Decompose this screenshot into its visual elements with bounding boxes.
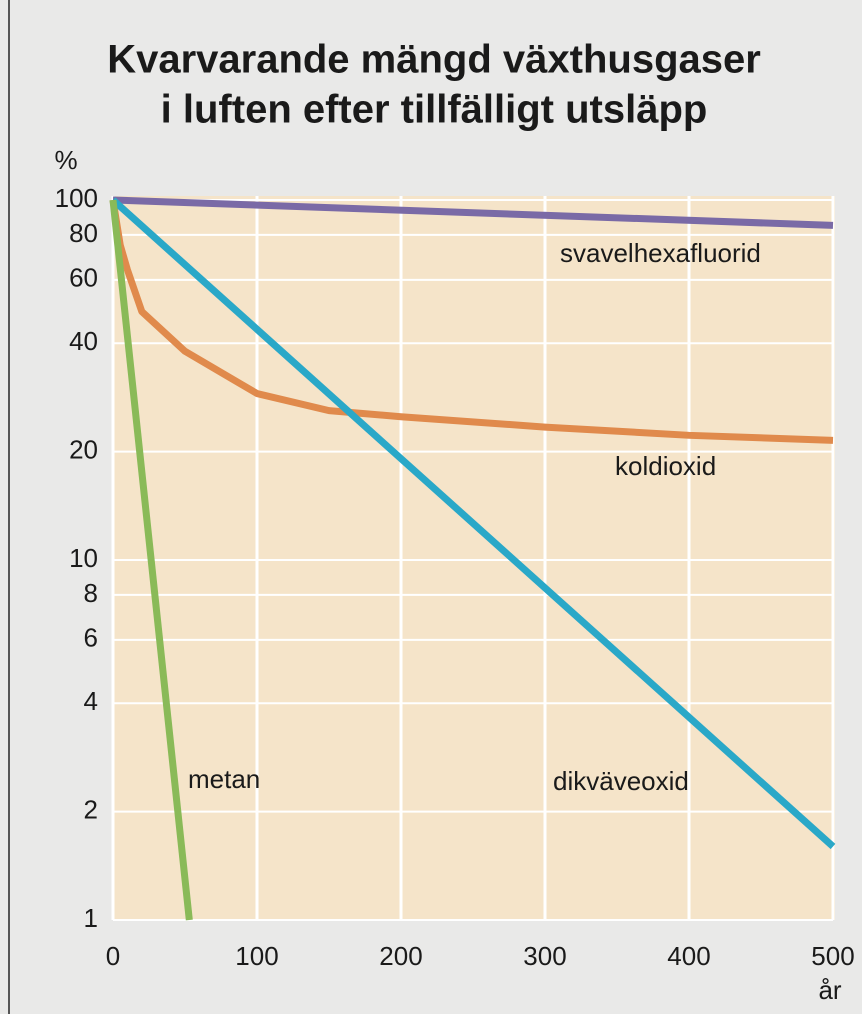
series-label: dikväveoxid <box>553 766 689 796</box>
plot-area <box>113 196 835 920</box>
x-tick-label: 300 <box>523 941 566 971</box>
y-tick-label: 20 <box>69 435 98 465</box>
y-tick-label: 8 <box>84 578 98 608</box>
x-tick-label: 400 <box>667 941 710 971</box>
x-tick-label: 500 <box>811 941 854 971</box>
chart-title: Kvarvarande mängd växthusgaser <box>107 38 761 82</box>
series-label: koldioxid <box>615 451 716 481</box>
y-tick-label: 2 <box>84 795 98 825</box>
series-label: metan <box>188 764 260 794</box>
series-line <box>109 199 834 444</box>
chart-title: i luften efter tillfälligt utsläpp <box>161 88 708 132</box>
x-axis-label: år <box>818 975 841 1005</box>
x-tick-label: 200 <box>379 941 422 971</box>
y-tick-label: 1 <box>84 903 98 933</box>
y-tick-label: 80 <box>69 218 98 248</box>
y-tick-label: 40 <box>69 326 98 356</box>
series-line <box>112 196 834 229</box>
y-tick-label: 10 <box>69 543 98 573</box>
y-tick-label: 60 <box>69 263 98 293</box>
series-line <box>109 199 193 921</box>
x-tick-label: 0 <box>106 941 120 971</box>
y-tick-label: 100 <box>55 183 98 213</box>
series-label: svavelhexafluorid <box>560 238 761 268</box>
series-line <box>110 197 836 850</box>
y-tick-label: 4 <box>84 686 98 716</box>
x-tick-label: 100 <box>235 941 278 971</box>
y-tick-label: 6 <box>84 623 98 653</box>
y-axis-label: % <box>54 145 77 175</box>
